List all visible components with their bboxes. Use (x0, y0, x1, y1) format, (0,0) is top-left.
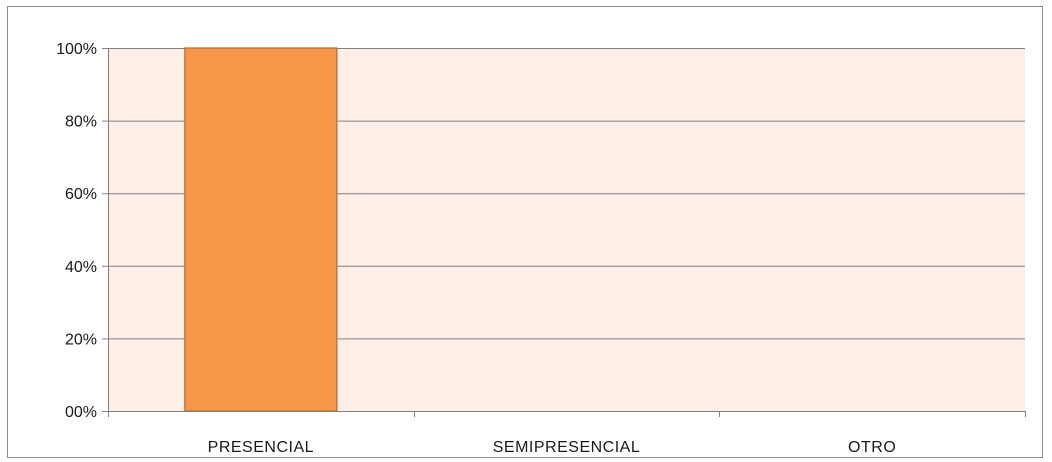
bar-presencial (184, 47, 338, 412)
y-tick-labels: 00% 20% 40% 60% 80% 100% (56, 41, 97, 421)
y-tick-label: 40% (65, 259, 97, 276)
y-tick-label: 100% (56, 41, 97, 58)
y-tick-label: 80% (65, 114, 97, 131)
y-tick-label: 60% (65, 186, 97, 203)
axes (102, 48, 1026, 417)
x-tick-label: SEMIPRESENCIAL (493, 439, 640, 456)
x-tick-label: PRESENCIAL (208, 439, 314, 456)
y-tick-label: 20% (65, 331, 97, 348)
x-tick-labels: PRESENCIAL SEMIPRESENCIAL OTRO (208, 439, 896, 456)
bars (184, 47, 338, 412)
y-tick-label: 00% (65, 404, 97, 421)
x-tick-label: OTRO (848, 439, 896, 456)
